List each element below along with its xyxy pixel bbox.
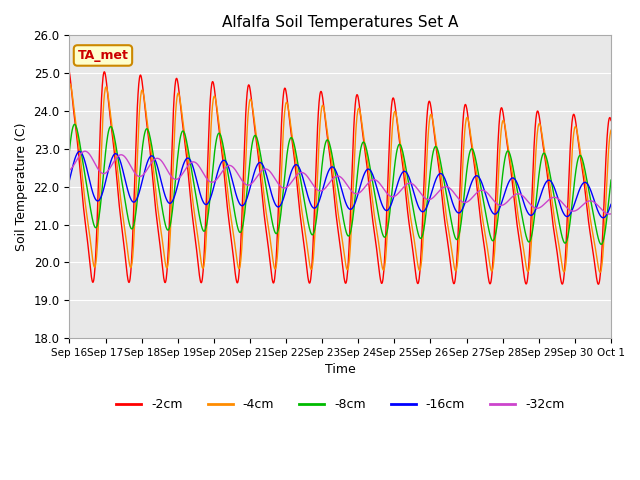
-8cm bbox=[374, 209, 382, 215]
-32cm bbox=[130, 168, 138, 174]
-8cm bbox=[597, 241, 605, 247]
-16cm bbox=[599, 215, 607, 221]
-2cm bbox=[607, 118, 615, 123]
Line: -4cm: -4cm bbox=[69, 84, 611, 272]
Line: -2cm: -2cm bbox=[69, 72, 611, 284]
-16cm bbox=[76, 148, 83, 154]
-4cm bbox=[296, 189, 303, 195]
-8cm bbox=[130, 222, 138, 228]
-8cm bbox=[307, 230, 315, 236]
-16cm bbox=[374, 189, 382, 194]
-32cm bbox=[605, 211, 613, 217]
-32cm bbox=[108, 162, 115, 168]
Y-axis label: Soil Temperature (C): Soil Temperature (C) bbox=[15, 122, 28, 251]
-8cm bbox=[317, 178, 324, 183]
Text: TA_met: TA_met bbox=[77, 49, 129, 62]
Legend: -2cm, -4cm, -8cm, -16cm, -32cm: -2cm, -4cm, -8cm, -16cm, -32cm bbox=[111, 393, 570, 416]
Line: -8cm: -8cm bbox=[69, 124, 611, 244]
-32cm bbox=[307, 179, 315, 184]
-4cm bbox=[307, 266, 315, 272]
-4cm bbox=[65, 82, 73, 87]
Line: -32cm: -32cm bbox=[69, 151, 611, 214]
-16cm bbox=[607, 202, 615, 207]
-2cm bbox=[108, 126, 115, 132]
-16cm bbox=[307, 201, 315, 207]
-8cm bbox=[70, 121, 78, 127]
-32cm bbox=[317, 188, 324, 194]
-2cm bbox=[595, 281, 602, 287]
-2cm bbox=[307, 276, 315, 282]
-2cm bbox=[296, 207, 303, 213]
-4cm bbox=[374, 235, 382, 241]
-16cm bbox=[317, 194, 324, 200]
Line: -16cm: -16cm bbox=[69, 151, 611, 218]
-2cm bbox=[100, 69, 108, 75]
-4cm bbox=[66, 81, 74, 87]
-32cm bbox=[607, 211, 615, 216]
-32cm bbox=[296, 170, 303, 176]
-8cm bbox=[65, 148, 73, 154]
-32cm bbox=[374, 179, 382, 184]
-8cm bbox=[607, 177, 615, 183]
-16cm bbox=[65, 178, 73, 183]
-4cm bbox=[607, 127, 615, 133]
-16cm bbox=[130, 199, 138, 205]
-16cm bbox=[108, 156, 115, 162]
Title: Alfalfa Soil Temperatures Set A: Alfalfa Soil Temperatures Set A bbox=[222, 15, 458, 30]
-2cm bbox=[317, 89, 324, 95]
-4cm bbox=[130, 239, 138, 244]
-4cm bbox=[317, 115, 324, 120]
-4cm bbox=[108, 121, 115, 127]
-8cm bbox=[296, 171, 303, 177]
-16cm bbox=[296, 166, 303, 171]
-2cm bbox=[374, 257, 382, 263]
-4cm bbox=[596, 269, 604, 275]
-8cm bbox=[108, 124, 115, 130]
-2cm bbox=[130, 206, 138, 212]
-2cm bbox=[65, 69, 73, 75]
-32cm bbox=[65, 167, 73, 173]
X-axis label: Time: Time bbox=[325, 363, 356, 376]
-32cm bbox=[81, 148, 89, 154]
